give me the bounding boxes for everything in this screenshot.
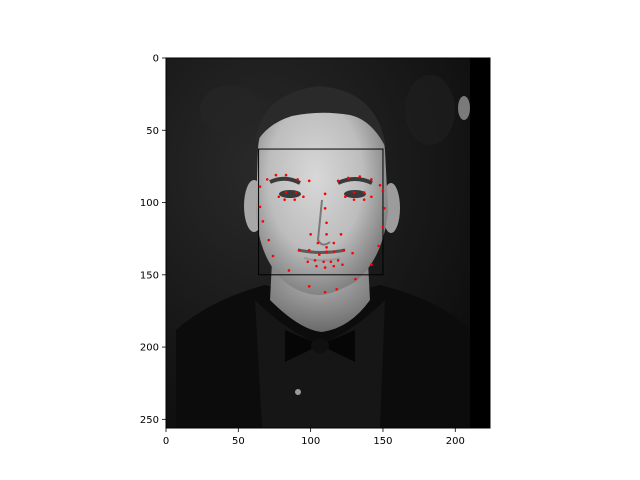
landmark-point bbox=[323, 192, 327, 196]
landmark-point bbox=[351, 251, 354, 255]
x-tick-label: 0 bbox=[163, 436, 169, 447]
landmark-point bbox=[358, 175, 362, 178]
landmark-point bbox=[332, 264, 336, 268]
portrait-photo bbox=[166, 58, 490, 428]
y-tick-label: 0 bbox=[153, 54, 159, 65]
landmark-point bbox=[283, 198, 286, 201]
landmark-point bbox=[302, 195, 305, 199]
landmark-point bbox=[341, 263, 344, 266]
face-bounding-box bbox=[258, 148, 384, 276]
landmark-point bbox=[377, 244, 380, 248]
x-axis-ticks: 0 50 100 150 200 bbox=[163, 428, 465, 447]
y-tick-label: 150 bbox=[140, 270, 159, 281]
axes-frame bbox=[165, 57, 491, 429]
landmark-point bbox=[316, 241, 320, 245]
landmark-point bbox=[378, 183, 382, 187]
y-axis-ticks: 0 50 100 150 200 250 bbox=[140, 54, 166, 426]
facial-landmarks bbox=[258, 173, 386, 294]
landmark-point bbox=[307, 248, 311, 252]
landmark-point bbox=[381, 225, 385, 229]
landmark-point bbox=[277, 195, 281, 199]
landmark-point bbox=[297, 248, 301, 252]
landmark-point bbox=[274, 173, 278, 177]
landmark-point bbox=[342, 248, 346, 252]
landmark-point bbox=[370, 178, 373, 181]
landmark-point bbox=[293, 198, 297, 201]
landmark-point bbox=[258, 185, 262, 188]
landmark-point bbox=[307, 179, 311, 183]
landmark-point bbox=[265, 178, 269, 181]
landmark-point bbox=[325, 246, 328, 249]
landmark-point bbox=[313, 259, 317, 262]
landmark-point bbox=[284, 173, 288, 177]
landmark-point bbox=[352, 191, 356, 194]
y-tick-label: 250 bbox=[140, 415, 159, 426]
landmark-point bbox=[323, 290, 327, 294]
landmark-point bbox=[261, 220, 265, 223]
landmark-point bbox=[306, 260, 310, 264]
landmark-point bbox=[332, 241, 336, 245]
landmark-point bbox=[335, 287, 338, 291]
landmark-point bbox=[362, 191, 366, 194]
landmark-point bbox=[354, 277, 357, 281]
landmark-point bbox=[323, 207, 327, 210]
landmark-point bbox=[370, 195, 373, 199]
landmark-point bbox=[339, 233, 343, 236]
landmark-point bbox=[383, 207, 386, 210]
landmark-point bbox=[309, 233, 312, 236]
landmark-point bbox=[381, 189, 385, 193]
landmark-point bbox=[325, 250, 328, 253]
y-tick-label: 200 bbox=[140, 343, 159, 354]
landmark-point bbox=[346, 176, 350, 180]
landmark-point bbox=[332, 250, 336, 253]
landmark-point bbox=[325, 221, 328, 225]
y-tick-label: 100 bbox=[140, 198, 159, 209]
landmark-point bbox=[329, 260, 333, 264]
landmark-point bbox=[315, 264, 318, 268]
x-tick-label: 200 bbox=[446, 436, 465, 447]
landmark-point bbox=[287, 269, 291, 272]
landmark-point bbox=[323, 266, 327, 269]
landmark-point bbox=[370, 263, 373, 266]
landmark-point bbox=[318, 253, 321, 256]
landmark-point bbox=[362, 198, 366, 201]
landmark-point bbox=[344, 195, 347, 199]
landmark-point bbox=[284, 191, 288, 194]
x-tick-label: 50 bbox=[232, 436, 245, 447]
landmark-point bbox=[352, 198, 356, 201]
landmark-point bbox=[336, 179, 340, 183]
landmark-point bbox=[336, 259, 340, 262]
landmark-point bbox=[267, 238, 270, 242]
landmark-point bbox=[258, 205, 262, 209]
landmark-point bbox=[307, 285, 311, 288]
x-tick-label: 150 bbox=[373, 436, 392, 447]
y-tick-label: 50 bbox=[146, 126, 159, 137]
landmark-point bbox=[296, 178, 299, 181]
x-tick-label: 100 bbox=[301, 436, 320, 447]
landmark-point bbox=[325, 233, 328, 236]
landmark-point bbox=[294, 191, 298, 194]
landmark-point bbox=[322, 260, 325, 264]
landmark-point bbox=[271, 254, 275, 258]
